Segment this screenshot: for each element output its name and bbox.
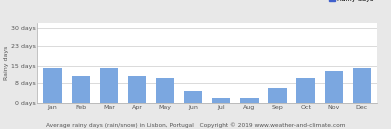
Bar [72, 76, 90, 103]
Bar [156, 78, 174, 103]
Bar [240, 98, 258, 103]
Bar [184, 91, 202, 103]
Y-axis label: Rainy days: Rainy days [4, 46, 9, 80]
Bar [43, 68, 62, 103]
Bar [100, 68, 118, 103]
Bar [212, 98, 230, 103]
Bar [325, 71, 343, 103]
Bar [296, 78, 315, 103]
Legend: Rainy days: Rainy days [330, 0, 374, 2]
Text: Average rainy days (rain/snow) in Lisbon, Portugal   Copyright © 2019 www.weathe: Average rainy days (rain/snow) in Lisbon… [46, 122, 345, 128]
Bar [128, 76, 146, 103]
Bar [268, 88, 287, 103]
Bar [353, 68, 371, 103]
